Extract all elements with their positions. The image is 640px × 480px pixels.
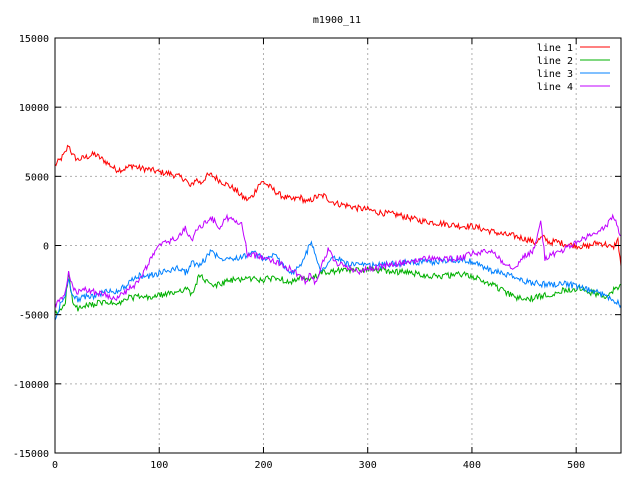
y-tick-label: -10000	[13, 380, 49, 391]
x-tick-label: 400	[463, 460, 481, 471]
series-line-1	[54, 144, 622, 267]
x-tick-label: 500	[567, 460, 585, 471]
series-line-3	[54, 240, 622, 321]
axes: 0 100 200 300 400 500 -15000 -10000 -5000 0 5000 10…	[13, 34, 621, 471]
y-tick-label: 5000	[25, 172, 49, 183]
legend: line 1 line 2 line 3 line 4	[537, 43, 610, 93]
x-tick-label: 200	[254, 460, 272, 471]
y-tick-label: 10000	[19, 103, 49, 114]
chart-title: m1900_11	[313, 15, 361, 26]
y-tick-label: -5000	[19, 311, 49, 322]
legend-label-4: line 4	[537, 82, 573, 93]
legend-label-3: line 3	[537, 69, 573, 80]
data-series	[54, 144, 622, 321]
y-tick-label: 15000	[19, 34, 49, 45]
y-tick-label: 0	[43, 242, 49, 253]
legend-label-2: line 2	[537, 56, 573, 67]
y-tick-label: -15000	[13, 449, 49, 460]
x-tick-label: 0	[52, 460, 58, 471]
legend-label-1: line 1	[537, 43, 573, 54]
x-tick-label: 100	[150, 460, 168, 471]
x-tick-label: 300	[359, 460, 377, 471]
series-line-2	[54, 265, 622, 316]
grid-lines	[55, 38, 621, 453]
series-line-4	[54, 213, 622, 309]
